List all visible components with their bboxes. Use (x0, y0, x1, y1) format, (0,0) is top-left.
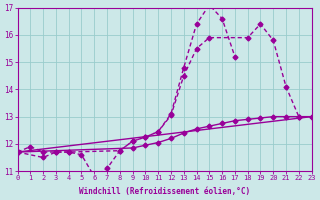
X-axis label: Windchill (Refroidissement éolien,°C): Windchill (Refroidissement éolien,°C) (79, 187, 250, 196)
